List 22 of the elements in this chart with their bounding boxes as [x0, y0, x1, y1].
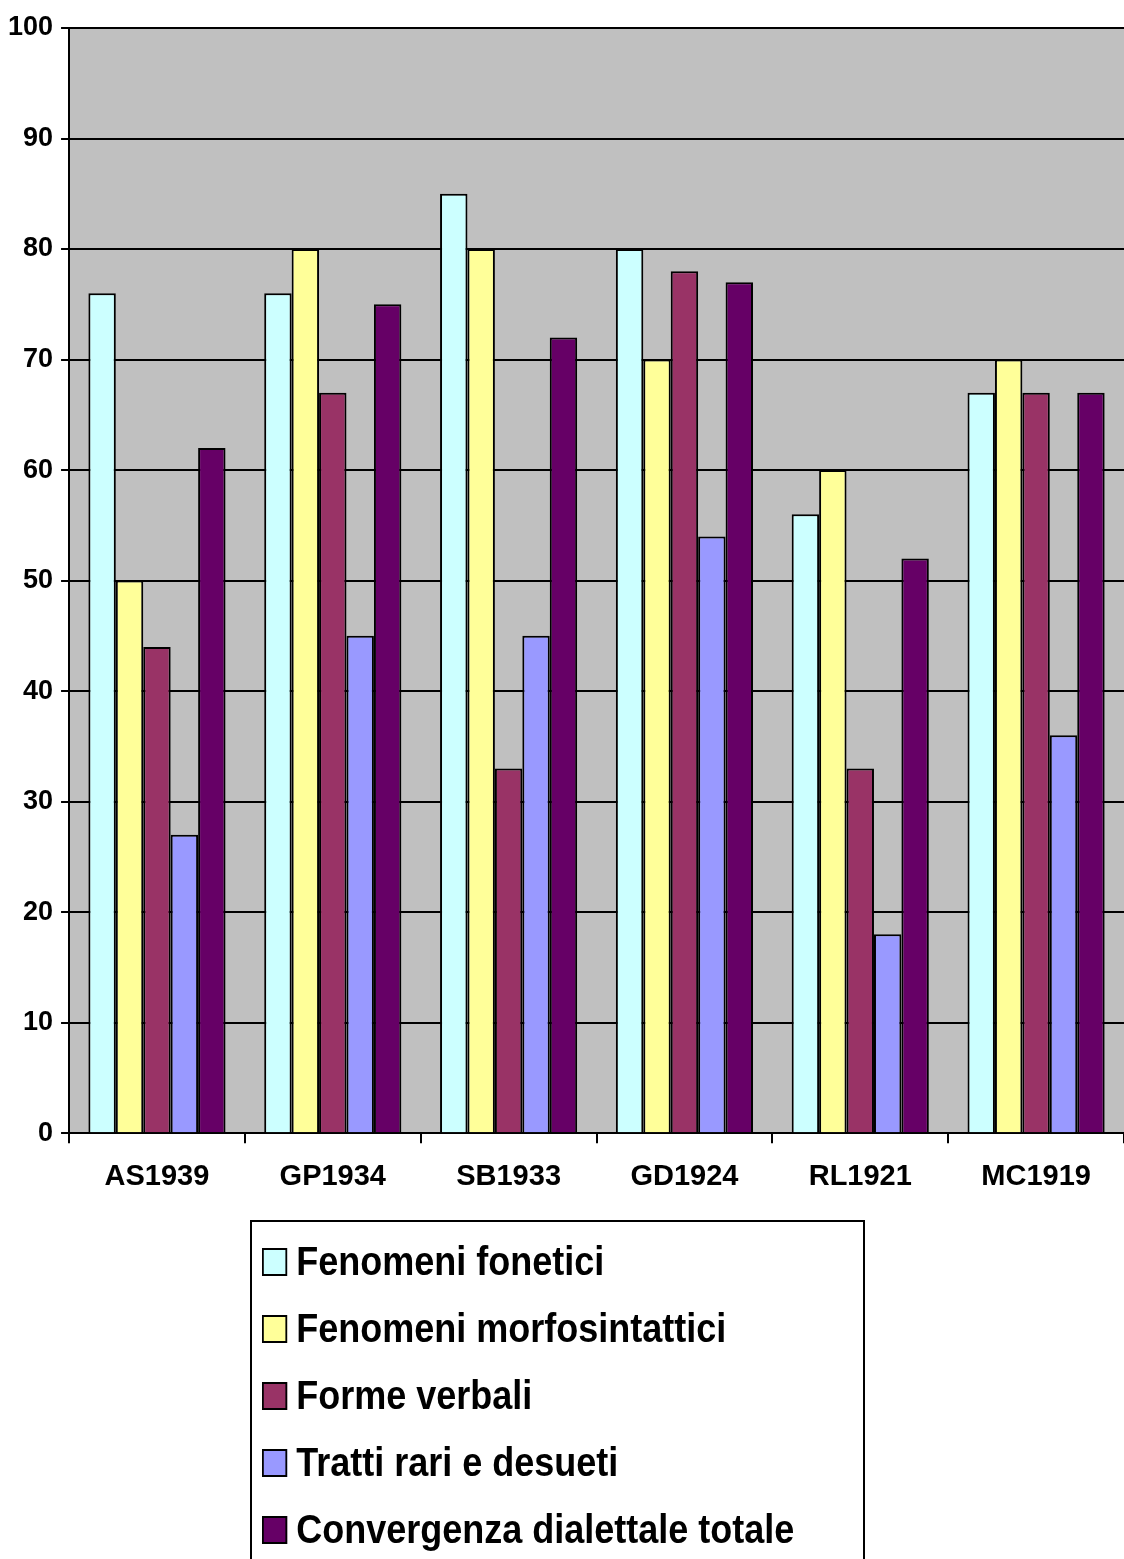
legend-label: Fenomeni morfosintattici	[296, 1306, 727, 1351]
x-tick-label: MC1919	[981, 1158, 1091, 1191]
x-tick-label: GD1924	[630, 1158, 739, 1191]
y-tick-label: 60	[23, 453, 54, 484]
y-tick-label: 20	[23, 895, 54, 926]
y-tick-label: 10	[23, 1006, 54, 1037]
legend-label: Forme verbali	[296, 1373, 533, 1418]
x-tick-label: GP1934	[279, 1158, 386, 1191]
x-tick-label: RL1921	[808, 1158, 912, 1191]
legend-label: Convergenza dialettale totale	[296, 1507, 795, 1552]
x-tick-label: SB1933	[456, 1158, 562, 1191]
y-tick-label: 100	[7, 11, 54, 42]
y-tick-label: 30	[23, 785, 54, 816]
x-tick-label: AS1939	[104, 1158, 210, 1191]
legend-label: Fenomeni fonetici	[296, 1239, 605, 1284]
y-tick-label: 50	[23, 564, 54, 595]
y-tick-label: 70	[23, 343, 54, 374]
y-tick-label: 90	[23, 121, 54, 152]
legend-label: Tratti rari e desueti	[296, 1440, 619, 1485]
y-tick-label: 80	[23, 232, 54, 263]
y-tick-label: 0	[38, 1116, 54, 1147]
y-tick-label: 40	[23, 674, 54, 705]
